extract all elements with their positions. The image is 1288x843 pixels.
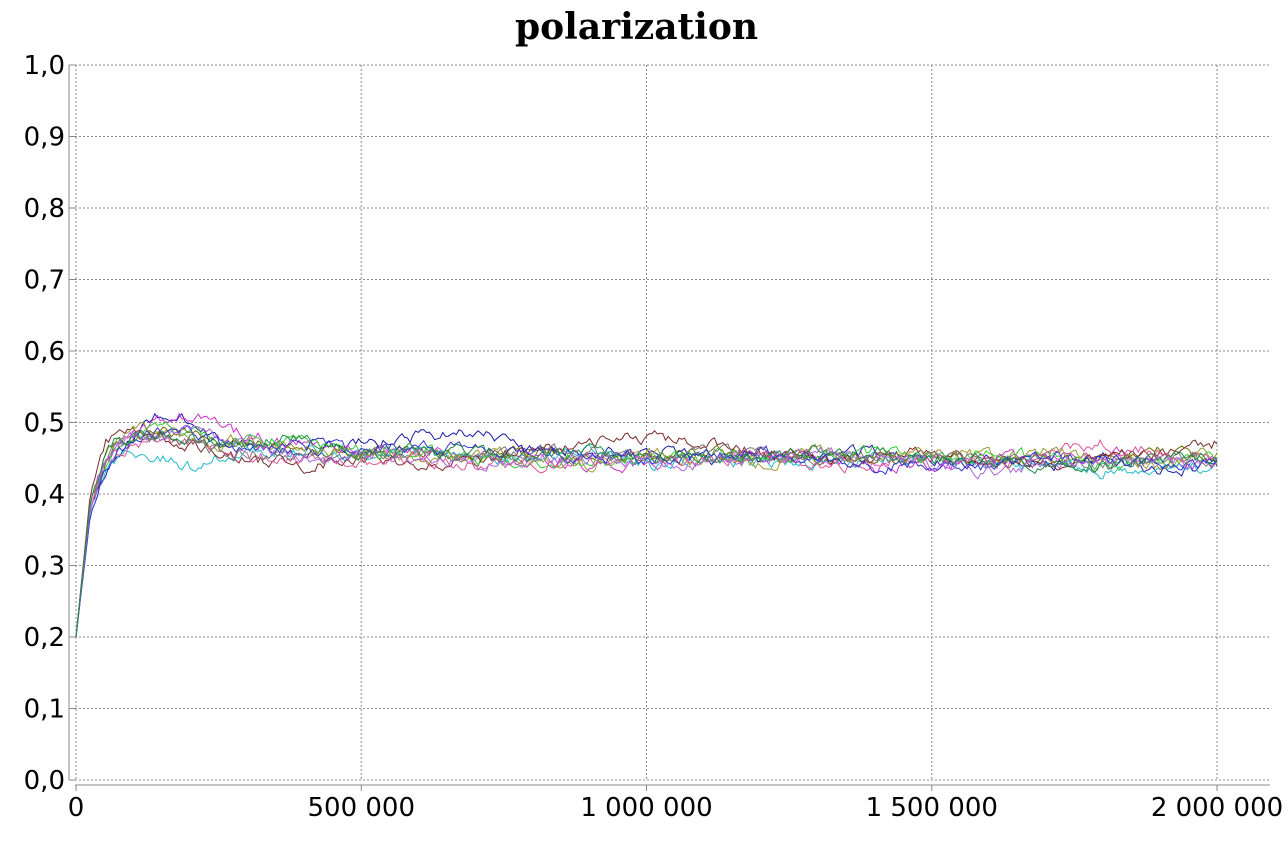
y-tick-label: 0,0	[24, 766, 65, 796]
y-tick-label: 0,3	[24, 552, 65, 582]
y-tick-label: 0,5	[24, 409, 65, 439]
x-tick-label: 2 000 000	[1151, 793, 1283, 823]
y-tick-label: 0,2	[24, 623, 65, 653]
x-tick-label: 0	[68, 793, 85, 823]
x-tick-label: 1 500 000	[866, 793, 998, 823]
y-tick-label: 0,7	[24, 266, 65, 296]
y-tick-label: 0,6	[24, 337, 65, 367]
y-tick-label: 0,9	[24, 123, 65, 153]
x-tick-label: 500 000	[307, 793, 415, 823]
series-lines	[75, 412, 1218, 638]
y-tick-label: 0,8	[24, 194, 65, 224]
chart-title: polarization	[514, 6, 759, 48]
x-tick-label: 1 000 000	[580, 793, 712, 823]
series-line-9	[75, 432, 1218, 638]
series-line-11	[75, 424, 1218, 638]
y-tick-label: 0,4	[24, 480, 65, 510]
series-line-12	[75, 429, 1218, 638]
y-tick-label: 0,1	[24, 695, 65, 725]
y-tick-label: 1,0	[24, 51, 65, 81]
y-tick-labels: 0,0 0,1 0,2 0,3 0,4 0,5 0,6 0,7 0,8 0,9 1,0	[24, 51, 65, 796]
x-tick-labels: 0 500 000 1 000 000 1 500 000 2 000 000	[68, 793, 1283, 823]
grid-lines	[75, 64, 1270, 781]
series-line-8	[75, 437, 1218, 638]
axes	[68, 64, 1270, 791]
